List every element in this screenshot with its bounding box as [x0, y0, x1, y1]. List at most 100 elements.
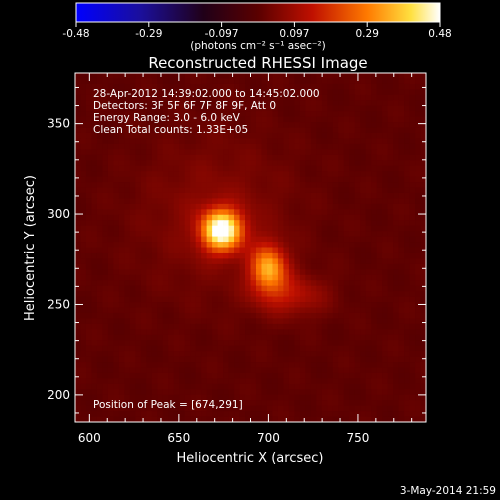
heatmap-cell: [283, 242, 290, 248]
heatmap-cell: [212, 242, 218, 248]
heatmap-cell: [151, 225, 158, 232]
heatmap-cell: [360, 78, 367, 85]
heatmap-cell: [294, 105, 301, 112]
heatmap-cell: [129, 416, 136, 423]
heatmap-cell: [316, 329, 323, 336]
heatmap-cell: [393, 340, 399, 347]
heatmap-cell: [310, 269, 317, 276]
heatmap-cell: [349, 263, 356, 270]
heatmap-cell: [332, 100, 339, 107]
heatmap-cell: [157, 340, 164, 347]
heatmap-cell: [212, 236, 218, 243]
heatmap-cell: [371, 252, 378, 259]
heatmap-cell: [316, 383, 323, 390]
heatmap-cell: [135, 383, 142, 390]
heatmap-cell: [201, 405, 208, 412]
heatmap-cell: [360, 302, 367, 308]
heatmap-cell: [255, 236, 262, 243]
heatmap-cell: [140, 389, 147, 396]
heatmap-cell: [212, 105, 218, 112]
heatmap-cell: [365, 122, 372, 128]
heatmap-cell: [316, 192, 323, 199]
heatmap-cell: [228, 209, 235, 216]
heatmap-cell: [140, 171, 147, 178]
heatmap-cell: [85, 94, 92, 101]
heatmap-cell: [234, 236, 240, 243]
heatmap-cell: [272, 416, 279, 423]
heatmap-cell: [146, 296, 153, 303]
heatmap-cell: [365, 182, 372, 188]
heatmap-cell: [371, 89, 378, 96]
heatmap-cell: [398, 231, 405, 237]
heatmap-cell: [283, 334, 290, 341]
heatmap-cell: [217, 247, 224, 254]
heatmap-cell: [217, 312, 224, 319]
heatmap-cell: [162, 236, 169, 243]
heatmap-cell: [420, 367, 427, 374]
heatmap-cell: [102, 73, 109, 79]
heatmap-cell: [294, 252, 301, 259]
heatmap-cell: [371, 394, 378, 401]
heatmap-cell: [124, 182, 131, 188]
heatmap-cell: [376, 236, 383, 243]
heatmap-cell: [305, 242, 312, 248]
heatmap-cell: [201, 105, 208, 112]
heatmap-cell: [102, 252, 109, 259]
heatmap-cell: [228, 203, 235, 210]
heatmap-cell: [294, 416, 301, 423]
heatmap-cell: [234, 258, 240, 265]
heatmap-cell: [96, 367, 103, 374]
heatmap-cell: [228, 411, 235, 417]
heatmap-cell: [387, 285, 394, 292]
heatmap-cell: [96, 94, 103, 101]
heatmap-cell: [179, 307, 186, 314]
heatmap-cell: [212, 378, 218, 385]
heatmap-cell: [228, 416, 235, 423]
heatmap-cell: [212, 252, 218, 259]
heatmap-cell: [234, 411, 240, 417]
heatmap-cell: [195, 192, 202, 199]
heatmap-cell: [294, 340, 301, 347]
heatmap-cell: [277, 356, 284, 363]
heatmap-cell: [80, 89, 87, 96]
heatmap-cell: [343, 340, 350, 347]
heatmap-cell: [124, 400, 131, 407]
heatmap-cell: [371, 165, 378, 172]
heatmap-cell: [91, 192, 98, 199]
heatmap-cell: [321, 296, 328, 303]
heatmap-cell: [168, 334, 175, 341]
heatmap-cell: [294, 345, 301, 352]
heatmap-cell: [316, 165, 323, 172]
heatmap-cell: [228, 165, 235, 172]
heatmap-cell: [360, 329, 367, 336]
heatmap-cell: [387, 122, 394, 128]
heatmap-cell: [277, 307, 284, 314]
heatmap-cell: [250, 356, 257, 363]
heatmap-cell: [173, 416, 180, 423]
heatmap-cell: [283, 116, 290, 123]
heatmap-cell: [409, 143, 416, 150]
heatmap-cell: [310, 111, 317, 118]
heatmap-cell: [223, 312, 229, 319]
heatmap-cell: [140, 78, 147, 85]
heatmap-cell: [294, 236, 301, 243]
heatmap-cell: [179, 220, 186, 227]
heatmap-cell: [151, 345, 158, 352]
heatmap-cell: [107, 122, 114, 128]
heatmap-cell: [376, 143, 383, 150]
heatmap-cell: [376, 416, 383, 423]
heatmap-cell: [206, 323, 213, 330]
heatmap-cell: [283, 323, 290, 330]
heatmap-cell: [305, 143, 312, 150]
heatmap-cell: [85, 351, 92, 357]
heatmap-cell: [85, 143, 92, 150]
heatmap-cell: [349, 378, 356, 385]
heatmap-cell: [343, 367, 350, 374]
heatmap-cell: [80, 389, 87, 396]
heatmap-cell: [294, 187, 301, 194]
heatmap-cell: [338, 307, 345, 314]
heatmap-cell: [239, 89, 246, 96]
heatmap-cell: [360, 116, 367, 123]
heatmap-cell: [338, 83, 345, 90]
heatmap-cell: [124, 78, 131, 85]
